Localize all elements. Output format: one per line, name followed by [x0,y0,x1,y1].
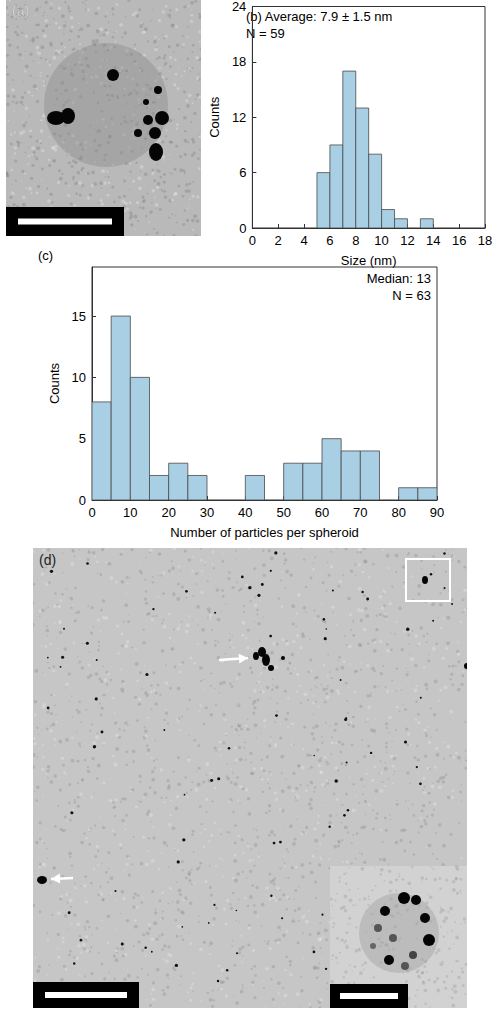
svg-text:(a): (a) [12,3,29,19]
svg-text:4: 4 [300,233,307,248]
svg-text:10: 10 [72,370,86,385]
svg-text:0: 0 [88,505,95,520]
svg-text:Counts: Counts [47,362,62,404]
svg-text:6: 6 [326,233,333,248]
svg-text:24: 24 [232,0,246,14]
svg-text:0: 0 [239,221,246,236]
svg-text:12: 12 [232,110,246,125]
svg-text:60: 60 [315,505,329,520]
svg-text:Size (nm): Size (nm) [341,253,397,268]
svg-text:15: 15 [72,309,86,324]
svg-text:50: 50 [276,505,290,520]
svg-text:Number of particles per sphero: Number of particles per spheroid [170,525,359,540]
svg-text:16: 16 [452,233,466,248]
svg-text:40: 40 [238,505,252,520]
svg-text:6: 6 [239,165,246,180]
svg-text:(b) Average: 7.9 ± 1.5 nm: (b) Average: 7.9 ± 1.5 nm [246,9,392,24]
svg-text:N = 59: N = 59 [246,26,285,41]
svg-text:18: 18 [478,233,492,248]
svg-text:N = 63: N = 63 [392,288,431,303]
svg-text:10: 10 [374,233,388,248]
svg-text:20: 20 [161,505,175,520]
svg-text:0: 0 [249,233,256,248]
svg-text:0: 0 [79,493,86,508]
svg-text:10: 10 [123,505,137,520]
svg-text:30: 30 [200,505,214,520]
svg-text:Median: 13: Median: 13 [367,271,431,286]
svg-text:80: 80 [391,505,405,520]
svg-text:14: 14 [426,233,440,248]
svg-text:(c): (c) [38,248,53,263]
svg-text:2: 2 [275,233,282,248]
svg-text:(d): (d) [39,552,56,568]
svg-text:90: 90 [430,505,444,520]
svg-text:12: 12 [400,233,414,248]
svg-text:5: 5 [79,431,86,446]
svg-text:70: 70 [353,505,367,520]
svg-text:18: 18 [232,54,246,69]
svg-text:8: 8 [352,233,359,248]
svg-text:Counts: Counts [207,96,222,138]
